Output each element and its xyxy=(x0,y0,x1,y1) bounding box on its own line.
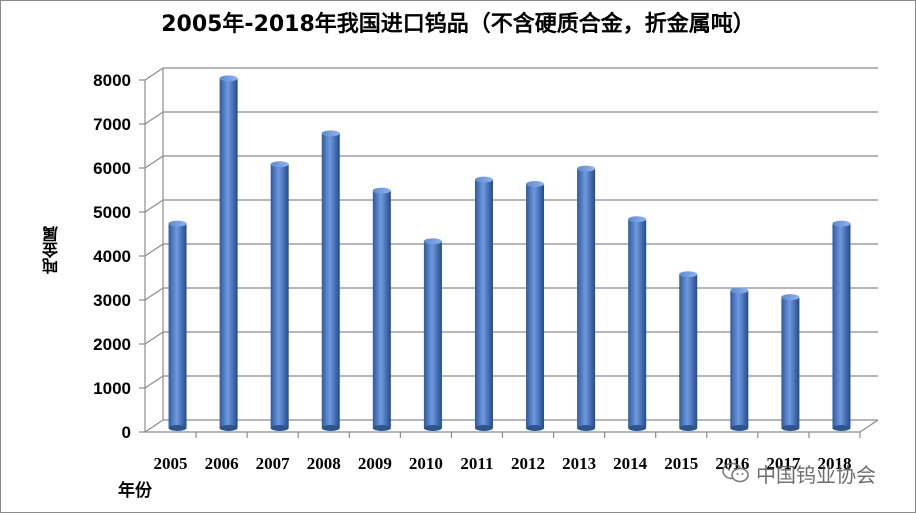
x-tick-label: 2007 xyxy=(256,454,291,473)
x-tick-label: 2010 xyxy=(409,454,443,473)
x-tick-label: 2009 xyxy=(358,454,392,473)
bar-2007 xyxy=(270,164,289,428)
bar-top xyxy=(832,220,851,227)
bars xyxy=(168,75,851,431)
y-tick-label: 4000 xyxy=(93,247,131,266)
bar-2017 xyxy=(781,297,800,428)
bar-2013 xyxy=(577,168,596,428)
watermark: 中国钨业协会 xyxy=(722,458,876,488)
bar-2015 xyxy=(679,274,698,428)
bar-2010 xyxy=(423,241,442,428)
bar-top xyxy=(372,187,391,194)
bar-base xyxy=(219,425,238,431)
x-tick-labels: 2005 2006 2007 2008 2009 2010 2011 2012 2013 2014… xyxy=(154,454,852,473)
bar-base xyxy=(372,425,391,431)
y-tick-label: 2000 xyxy=(93,335,131,354)
bar-2008 xyxy=(321,133,340,428)
x-tick-label: 2013 xyxy=(562,454,596,473)
bar-2011 xyxy=(474,179,493,428)
bar-top xyxy=(168,220,187,227)
bar-base xyxy=(577,425,596,431)
bar-2009 xyxy=(372,190,391,428)
grid-lines xyxy=(144,67,878,433)
bar-top xyxy=(423,238,442,245)
bar-base xyxy=(423,425,442,431)
x-tick-label: 2005 xyxy=(154,454,188,473)
bar-base xyxy=(321,425,340,431)
bar-2014 xyxy=(628,219,647,428)
gridline-skew xyxy=(144,67,164,81)
bar-base xyxy=(526,425,545,431)
watermark-text: 中国钨业协会 xyxy=(756,462,876,487)
bar-top xyxy=(730,287,749,294)
bar-base xyxy=(832,425,851,431)
bar-top xyxy=(526,181,545,187)
x-axis-label: 年份 xyxy=(118,481,152,501)
y-tick-label: 8000 xyxy=(93,71,131,90)
bar-base xyxy=(628,425,647,431)
gridline-skew xyxy=(144,331,164,345)
bar-top xyxy=(219,75,238,82)
gridline-skew xyxy=(144,375,164,389)
x-tick-label: 2006 xyxy=(205,454,239,473)
bar-top xyxy=(321,130,340,137)
x-tick-label: 2015 xyxy=(664,454,698,473)
wechat-icon xyxy=(722,462,750,484)
axes xyxy=(139,68,879,438)
gridline-skew xyxy=(144,419,164,433)
bar-base xyxy=(679,425,698,431)
x-tick-label: 2012 xyxy=(511,454,545,473)
gridline-skew xyxy=(144,155,164,169)
gridline-skew xyxy=(144,243,164,257)
x-tick-label: 2018 xyxy=(817,454,851,473)
bar-2016 xyxy=(730,290,749,428)
bar-base xyxy=(730,425,749,431)
bar-2006 xyxy=(219,78,238,429)
gridline-skew xyxy=(144,111,164,125)
y-tick-label: 1000 xyxy=(93,379,131,398)
bar-base xyxy=(474,425,493,431)
y-tick-labels: 0 1000 2000 3000 4000 5000 6000 7000 8000 xyxy=(93,71,131,442)
x-tick-label: 2014 xyxy=(613,454,648,473)
bar-2005 xyxy=(168,223,187,428)
x-tick-label: 2008 xyxy=(307,454,341,473)
bar-top xyxy=(577,165,596,172)
y-tick-label: 5000 xyxy=(93,203,131,222)
bar-top xyxy=(628,216,647,223)
gridline-skew xyxy=(144,287,164,301)
y-tick-label: 0 xyxy=(122,423,131,442)
y-tick-label: 3000 xyxy=(93,291,131,310)
bar-base xyxy=(781,425,800,431)
x-tick-label: 2011 xyxy=(460,454,493,473)
bar-top xyxy=(474,176,493,183)
gridline-skew xyxy=(144,199,164,213)
bar-base xyxy=(270,425,289,431)
bar-2012 xyxy=(526,184,545,428)
y-tick-label: 7000 xyxy=(93,115,131,134)
bar-top xyxy=(679,271,698,278)
x-tick-label: 2017 xyxy=(766,454,801,473)
y-tick-label: 6000 xyxy=(93,159,131,178)
floor-right-edge xyxy=(859,419,879,433)
bar-2018 xyxy=(832,223,851,428)
chart-title: 2005年-2018年我国进口钨品（不含硬质合金，折金属吨） xyxy=(161,12,755,37)
bar-top xyxy=(781,294,800,301)
bar-base xyxy=(168,425,187,431)
bar-top xyxy=(270,161,289,168)
